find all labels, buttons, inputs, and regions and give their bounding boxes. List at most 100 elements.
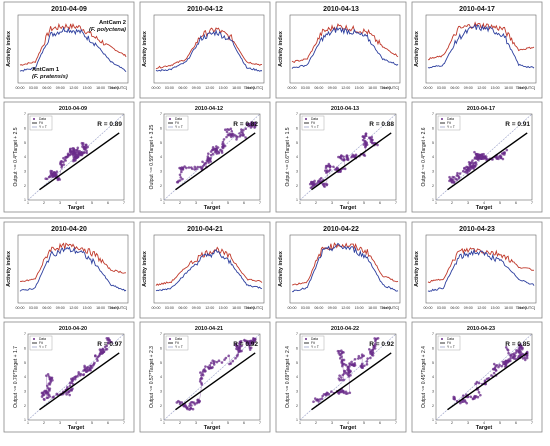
y-tick-label: 3 (296, 170, 298, 174)
y-tick-label: 5 (296, 141, 298, 145)
x-tick-label: 00:00 (152, 306, 161, 310)
x-tick-label: 15:00 (83, 306, 92, 310)
x-tick-label: 3 (331, 421, 333, 425)
x-tick-label: 09:00 (56, 306, 65, 310)
panel-frame (411, 321, 543, 433)
y-tick-label: 3 (432, 390, 434, 394)
y-tick-label: 2 (24, 404, 26, 408)
legend-entry: Data (447, 117, 454, 121)
panel-title: 2010-04-20 (59, 326, 87, 332)
x-axis-label: Time [UTC] (380, 86, 399, 90)
x-tick-label: 1 (435, 201, 437, 205)
x-tick-label: 5 (91, 421, 93, 425)
x-tick-label: 09:00 (464, 306, 473, 310)
y-tick-label: 7 (432, 112, 434, 116)
data-trace (41, 338, 112, 400)
y-tick-label: 6 (24, 127, 26, 131)
plot-area (163, 333, 261, 421)
r-value-label: R = 0.85 (505, 341, 530, 348)
x-tick-label: 3 (195, 421, 197, 425)
x-tick-label: 18:00 (368, 306, 377, 310)
x-tick-label: 06:00 (314, 306, 323, 310)
panel-title: 2010-04-22 (331, 326, 359, 332)
x-tick-label: 6 (243, 201, 245, 205)
x-tick-label: 03:00 (29, 86, 38, 90)
x-axis-label: Time [UTC] (380, 306, 399, 310)
y-tick-label: 4 (432, 375, 434, 379)
legend-box (437, 335, 461, 351)
x-tick-label: 00:00 (288, 306, 297, 310)
legend-marker (33, 338, 35, 340)
x-tick-label: 09:00 (328, 86, 337, 90)
scatter-panel-7: 2010-04-17 Output ~= 0.4*Target + 2.6 Targ… (411, 101, 543, 213)
x-tick-label: 00:00 (288, 86, 297, 90)
x-tick-label: 3 (195, 201, 197, 205)
x-tick-label: 06:00 (178, 86, 187, 90)
x-axis-label: Target (476, 205, 493, 211)
line-panel-8: 2010-04-20 Activity index 00:00 03:00 06:00 0… (3, 221, 135, 319)
legend-entry: Data (39, 117, 46, 121)
plot-area (17, 234, 129, 304)
y-tick-label: 6 (432, 127, 434, 131)
panel-title: 2010-04-12 (187, 6, 223, 13)
y-tick-label: 2 (432, 404, 434, 408)
x-tick-label: 12:00 (205, 86, 214, 90)
legend-entry: Y = T (447, 345, 455, 349)
x-tick-label: 15:00 (355, 86, 364, 90)
x-tick-label: 06:00 (450, 306, 459, 310)
y-tick-label: 5 (24, 361, 26, 365)
r-value-label: R = 0.91 (505, 121, 530, 128)
legend-entry: Y = T (311, 125, 319, 129)
x-axis-label: Target (340, 205, 357, 211)
plot-area (27, 113, 125, 201)
legend-entry: Data (39, 337, 46, 341)
x-tick-label: 06:00 (178, 306, 187, 310)
x-axis-label: Target (68, 205, 85, 211)
y-axis-label: Activity index (278, 250, 284, 287)
plot-area (27, 333, 125, 421)
y-tick-label: 6 (296, 347, 298, 351)
legend-marker (305, 118, 307, 120)
x-tick-label: 5 (499, 201, 501, 205)
y-tick-label: 6 (160, 347, 162, 351)
x-axis-label: Time [UTC] (244, 306, 263, 310)
x-tick-label: 5 (499, 421, 501, 425)
x-tick-label: 21:00 (382, 306, 391, 310)
x-tick-label: 7 (531, 201, 533, 205)
legend-box (301, 335, 325, 351)
y-tick-label: 5 (432, 361, 434, 365)
series-line-antcam2 (155, 246, 263, 286)
plot-area (289, 234, 401, 304)
series-line-antcam2 (427, 21, 535, 61)
x-tick-label: 7 (531, 421, 533, 425)
x-tick-label: 12:00 (477, 86, 486, 90)
legend-box (301, 115, 325, 131)
y-tick-label: 6 (24, 347, 26, 351)
x-axis-label: Target (68, 425, 85, 431)
y-tick-label: 2 (432, 184, 434, 188)
x-axis-label: Time [UTC] (516, 306, 535, 310)
y-tick-label: 7 (432, 332, 434, 336)
panel-frame (3, 1, 135, 99)
legend-entry: Data (447, 337, 454, 341)
x-tick-label: 1 (299, 201, 301, 205)
y-tick-label: 7 (160, 332, 162, 336)
scatter-panel-13: 2010-04-21 Output ~= 0.57*Target + 2.3 Tar… (139, 321, 271, 433)
plot-area (17, 14, 129, 84)
y-tick-label: 2 (296, 404, 298, 408)
y-axis-label: Output ~= 0.69*Target + 2.4 (285, 346, 291, 408)
y-tick-label: 2 (296, 184, 298, 188)
y-tick-label: 1 (296, 418, 298, 422)
y-axis-label: Activity index (6, 250, 12, 287)
x-tick-label: 18:00 (96, 306, 105, 310)
line-panel-10: 2010-04-22 Activity index 00:00 03:00 06:00 0… (275, 221, 407, 319)
x-tick-label: 09:00 (56, 86, 65, 90)
x-tick-label: 4 (75, 201, 77, 205)
y-tick-label: 5 (296, 361, 298, 365)
x-tick-label: 18:00 (504, 306, 513, 310)
series-line-antcam1 (155, 249, 263, 292)
x-tick-label: 03:00 (165, 86, 174, 90)
